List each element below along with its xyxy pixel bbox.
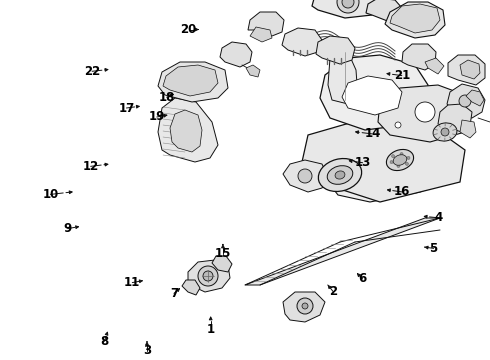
Polygon shape xyxy=(158,62,228,102)
Text: 6: 6 xyxy=(359,273,367,285)
Circle shape xyxy=(395,122,401,128)
Circle shape xyxy=(337,0,359,13)
Text: 12: 12 xyxy=(82,160,99,173)
Polygon shape xyxy=(283,292,325,322)
Polygon shape xyxy=(460,60,480,79)
Circle shape xyxy=(203,271,213,281)
Text: 17: 17 xyxy=(118,102,135,114)
Polygon shape xyxy=(342,76,402,115)
Polygon shape xyxy=(390,4,440,33)
Polygon shape xyxy=(328,50,358,105)
Polygon shape xyxy=(385,2,445,38)
Circle shape xyxy=(342,0,354,8)
Polygon shape xyxy=(378,85,472,142)
Text: 10: 10 xyxy=(42,188,59,201)
Ellipse shape xyxy=(433,123,457,141)
Polygon shape xyxy=(366,0,402,22)
Polygon shape xyxy=(425,58,444,74)
Circle shape xyxy=(407,157,410,159)
Polygon shape xyxy=(170,110,202,152)
Ellipse shape xyxy=(387,149,414,171)
Ellipse shape xyxy=(335,171,345,179)
Polygon shape xyxy=(245,218,440,285)
Circle shape xyxy=(198,266,218,286)
Circle shape xyxy=(415,102,435,122)
Text: 16: 16 xyxy=(393,185,410,198)
Circle shape xyxy=(302,303,308,309)
Polygon shape xyxy=(220,42,252,67)
Text: 13: 13 xyxy=(354,156,371,169)
Text: 11: 11 xyxy=(124,276,141,289)
Text: 3: 3 xyxy=(143,345,151,357)
Polygon shape xyxy=(212,256,232,272)
Circle shape xyxy=(397,165,400,167)
Text: 4: 4 xyxy=(435,211,442,224)
Text: 14: 14 xyxy=(364,127,381,140)
Polygon shape xyxy=(163,65,218,96)
Circle shape xyxy=(400,153,403,156)
Circle shape xyxy=(441,128,449,136)
Polygon shape xyxy=(448,55,485,85)
Circle shape xyxy=(392,155,394,158)
Polygon shape xyxy=(250,27,272,42)
Text: 9: 9 xyxy=(64,222,72,235)
Text: 19: 19 xyxy=(148,111,165,123)
Text: 8: 8 xyxy=(100,335,108,348)
Circle shape xyxy=(298,169,312,183)
Ellipse shape xyxy=(393,155,407,165)
Polygon shape xyxy=(316,36,355,64)
Text: 15: 15 xyxy=(215,247,231,260)
Text: 18: 18 xyxy=(158,91,175,104)
Polygon shape xyxy=(158,98,218,162)
Ellipse shape xyxy=(318,158,362,192)
Polygon shape xyxy=(466,90,484,106)
Ellipse shape xyxy=(327,166,353,184)
Text: 21: 21 xyxy=(393,69,410,82)
Polygon shape xyxy=(302,120,465,202)
Text: 7: 7 xyxy=(170,287,178,300)
Circle shape xyxy=(405,162,408,165)
Polygon shape xyxy=(188,260,230,292)
Polygon shape xyxy=(447,84,485,118)
Polygon shape xyxy=(402,44,436,70)
Polygon shape xyxy=(248,12,284,36)
Text: 1: 1 xyxy=(207,323,215,336)
Polygon shape xyxy=(246,65,260,77)
Polygon shape xyxy=(328,145,460,202)
Circle shape xyxy=(459,95,471,107)
Text: 5: 5 xyxy=(430,242,438,255)
Text: 2: 2 xyxy=(329,285,337,298)
Polygon shape xyxy=(320,55,428,130)
Circle shape xyxy=(447,122,453,128)
Polygon shape xyxy=(283,160,328,192)
Polygon shape xyxy=(438,104,472,132)
Polygon shape xyxy=(282,28,322,56)
Polygon shape xyxy=(312,0,382,18)
Text: 20: 20 xyxy=(180,23,197,36)
Polygon shape xyxy=(460,120,476,138)
Circle shape xyxy=(390,161,393,163)
Text: 22: 22 xyxy=(84,65,100,78)
Circle shape xyxy=(297,298,313,314)
Polygon shape xyxy=(182,280,200,295)
